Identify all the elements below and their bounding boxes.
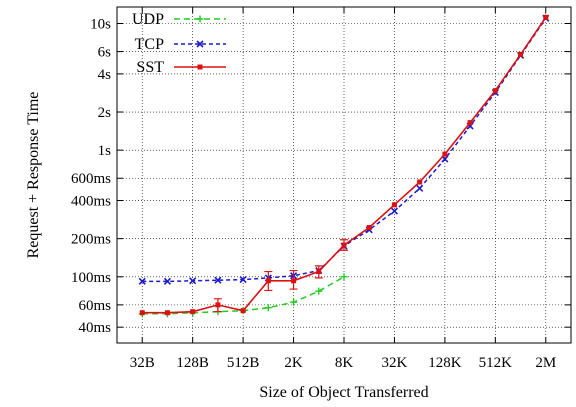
y-tick-label: 10s bbox=[90, 17, 111, 33]
legend-item-udp: UDP bbox=[132, 11, 226, 28]
y-tick-label: 60ms bbox=[78, 298, 111, 314]
y-tick-label: 1s bbox=[98, 143, 112, 159]
x-tick-label: 128B bbox=[176, 355, 209, 371]
legend-label: TCP bbox=[135, 36, 164, 53]
x-axis-title: Size of Object Transferred bbox=[259, 384, 428, 401]
data-point bbox=[340, 273, 348, 281]
y-tick-label: 2s bbox=[98, 105, 112, 121]
y-tick-label: 400ms bbox=[71, 194, 111, 210]
x-tick-label: 2M bbox=[535, 355, 556, 371]
data-point bbox=[164, 310, 170, 316]
data-point bbox=[215, 302, 221, 308]
x-tick-label: 32B bbox=[130, 355, 155, 371]
data-point bbox=[291, 278, 297, 284]
data-point bbox=[240, 308, 246, 314]
legend: UDP TCP SST bbox=[132, 11, 226, 76]
data-point bbox=[543, 14, 549, 20]
y-tick-label: 200ms bbox=[71, 232, 111, 248]
data-point bbox=[366, 224, 372, 230]
series-layer bbox=[138, 14, 550, 318]
data-point bbox=[316, 269, 322, 275]
data-point bbox=[214, 276, 222, 284]
data-point bbox=[391, 202, 397, 208]
y-tick-label: 100ms bbox=[71, 270, 111, 286]
data-point bbox=[196, 15, 204, 23]
data-point bbox=[139, 310, 145, 316]
data-point bbox=[189, 277, 197, 285]
y-tick-label: 6s bbox=[98, 45, 112, 61]
data-point bbox=[492, 88, 498, 94]
x-tick-label: 128K bbox=[428, 355, 462, 371]
x-tick-label: 512K bbox=[479, 355, 513, 371]
legend-item-sst: SST bbox=[136, 59, 226, 76]
data-point bbox=[341, 242, 347, 248]
grid bbox=[117, 7, 571, 343]
data-point bbox=[197, 64, 203, 70]
data-point bbox=[138, 277, 146, 285]
data-point bbox=[163, 277, 172, 285]
data-point bbox=[196, 40, 204, 48]
data-point bbox=[390, 207, 399, 215]
data-point bbox=[467, 120, 473, 126]
data-point bbox=[315, 287, 323, 295]
x-tick-label: 512B bbox=[227, 355, 260, 371]
data-point bbox=[442, 151, 448, 157]
x-tick-label: 32K bbox=[382, 355, 408, 371]
y-tick-label: 600ms bbox=[71, 171, 111, 187]
legend-label: SST bbox=[136, 59, 164, 76]
data-point bbox=[264, 304, 272, 312]
y-tick-label: 4s bbox=[98, 67, 112, 83]
x-tick-label: 8K bbox=[335, 355, 354, 371]
y-axis-title: Request + Response Time bbox=[25, 92, 42, 259]
data-point bbox=[518, 51, 524, 57]
legend-item-tcp: TCP bbox=[135, 36, 226, 53]
legend-label: UDP bbox=[132, 11, 164, 28]
data-point bbox=[239, 276, 247, 284]
data-point bbox=[416, 184, 424, 192]
data-point bbox=[190, 309, 196, 315]
axis-ticks: 32B 128B 512B 2K 8K 32K 128K 512K 2M 40ms 60ms 100m… bbox=[71, 7, 571, 371]
data-point bbox=[265, 278, 271, 284]
data-point bbox=[417, 179, 423, 185]
series-sst bbox=[139, 14, 549, 316]
y-tick-label: 40ms bbox=[78, 320, 111, 336]
data-point bbox=[290, 298, 298, 306]
x-tick-label: 2K bbox=[284, 355, 303, 371]
